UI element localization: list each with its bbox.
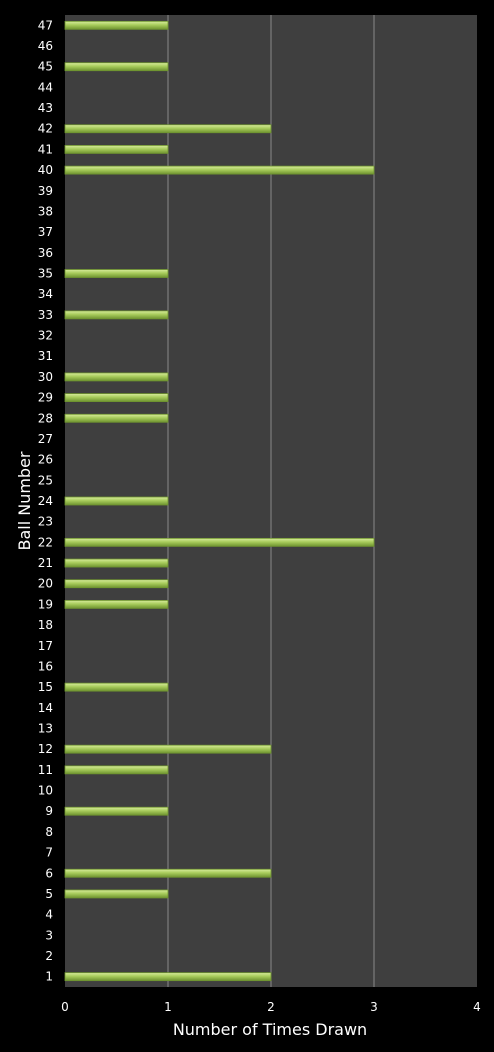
y-axis-title: Ball Number	[15, 451, 34, 550]
y-tick-label: 13	[38, 721, 53, 735]
y-tick-label: 32	[38, 329, 53, 343]
y-tick-label: 34	[38, 287, 53, 301]
bar-ball-21	[64, 558, 169, 568]
y-tick-label: 26	[38, 453, 53, 467]
x-tick-label: 2	[267, 1000, 275, 1014]
bar-ball-15	[64, 682, 169, 692]
y-tick-label: 9	[45, 804, 53, 818]
y-tick-label: 46	[38, 39, 53, 53]
bar-ball-28	[64, 413, 169, 423]
bars	[64, 20, 375, 982]
bar-ball-19	[64, 600, 169, 609]
y-tick-label: 12	[38, 742, 53, 756]
y-tick-label: 18	[38, 618, 53, 632]
bar-ball-33	[64, 310, 169, 320]
bar-ball-42	[64, 124, 272, 134]
y-tick-label: 28	[38, 411, 53, 425]
bar-ball-11	[64, 765, 169, 775]
bar-ball-35	[64, 269, 169, 278]
y-tick-label: 33	[38, 308, 53, 322]
y-tick-label: 15	[38, 680, 53, 694]
bar-ball-12	[64, 744, 272, 754]
y-tick-label: 25	[38, 473, 53, 487]
y-tick-label: 11	[38, 763, 53, 777]
y-tick-label: 1	[45, 970, 53, 984]
y-tick-label: 47	[38, 18, 53, 32]
y-tick-label: 19	[38, 597, 53, 611]
y-tick-labels: 1234567891011121314151617181920212223242…	[38, 18, 53, 983]
y-tick-label: 40	[38, 163, 53, 177]
bar-ball-45	[64, 62, 169, 72]
y-tick-label: 8	[45, 825, 53, 839]
bar-ball-20	[64, 579, 169, 589]
y-tick-label: 21	[38, 556, 53, 570]
bar-ball-41	[64, 145, 169, 154]
bar-ball-6	[64, 868, 272, 878]
y-tick-label: 38	[38, 204, 53, 218]
y-tick-label: 2	[45, 949, 53, 963]
y-tick-label: 45	[38, 60, 53, 74]
y-tick-label: 43	[38, 101, 53, 115]
bar-ball-30	[64, 372, 169, 382]
bar-ball-22	[64, 537, 375, 547]
bar-ball-47	[64, 20, 169, 30]
y-tick-label: 36	[38, 246, 53, 260]
y-tick-label: 10	[38, 784, 53, 798]
y-tick-label: 22	[38, 535, 53, 549]
y-tick-label: 17	[38, 639, 53, 653]
y-tick-label: 3	[45, 928, 53, 942]
x-axis-title: Number of Times Drawn	[173, 1020, 367, 1039]
y-tick-label: 23	[38, 515, 53, 529]
x-tick-label: 3	[370, 1000, 378, 1014]
bar-ball-24	[64, 496, 169, 506]
y-tick-label: 6	[45, 866, 53, 880]
bar-ball-9	[64, 806, 169, 816]
y-tick-label: 39	[38, 184, 53, 198]
y-tick-label: 44	[38, 80, 53, 94]
y-tick-label: 7	[45, 846, 53, 860]
bar-ball-1	[64, 972, 272, 982]
x-tick-label: 1	[164, 1000, 172, 1014]
y-tick-label: 31	[38, 349, 53, 363]
y-tick-label: 4	[45, 908, 53, 922]
y-tick-label: 14	[38, 701, 53, 715]
y-tick-label: 16	[38, 659, 53, 673]
x-tick-labels: 0 1 2 3 4	[61, 1000, 481, 1014]
y-tick-label: 27	[38, 432, 53, 446]
x-tick-label: 4	[473, 1000, 481, 1014]
y-tick-label: 24	[38, 494, 53, 508]
y-tick-label: 5	[45, 887, 53, 901]
x-tick-label: 0	[61, 1000, 69, 1014]
bar-ball-29	[64, 393, 169, 402]
y-tick-label: 35	[38, 267, 53, 281]
y-tick-label: 29	[38, 391, 53, 405]
y-tick-label: 37	[38, 225, 53, 239]
y-tick-label: 42	[38, 122, 53, 136]
y-tick-label: 20	[38, 577, 53, 591]
bar-ball-5	[64, 889, 169, 899]
y-tick-label: 30	[38, 370, 53, 384]
bar-ball-40	[64, 165, 375, 175]
y-tick-label: 41	[38, 142, 53, 156]
